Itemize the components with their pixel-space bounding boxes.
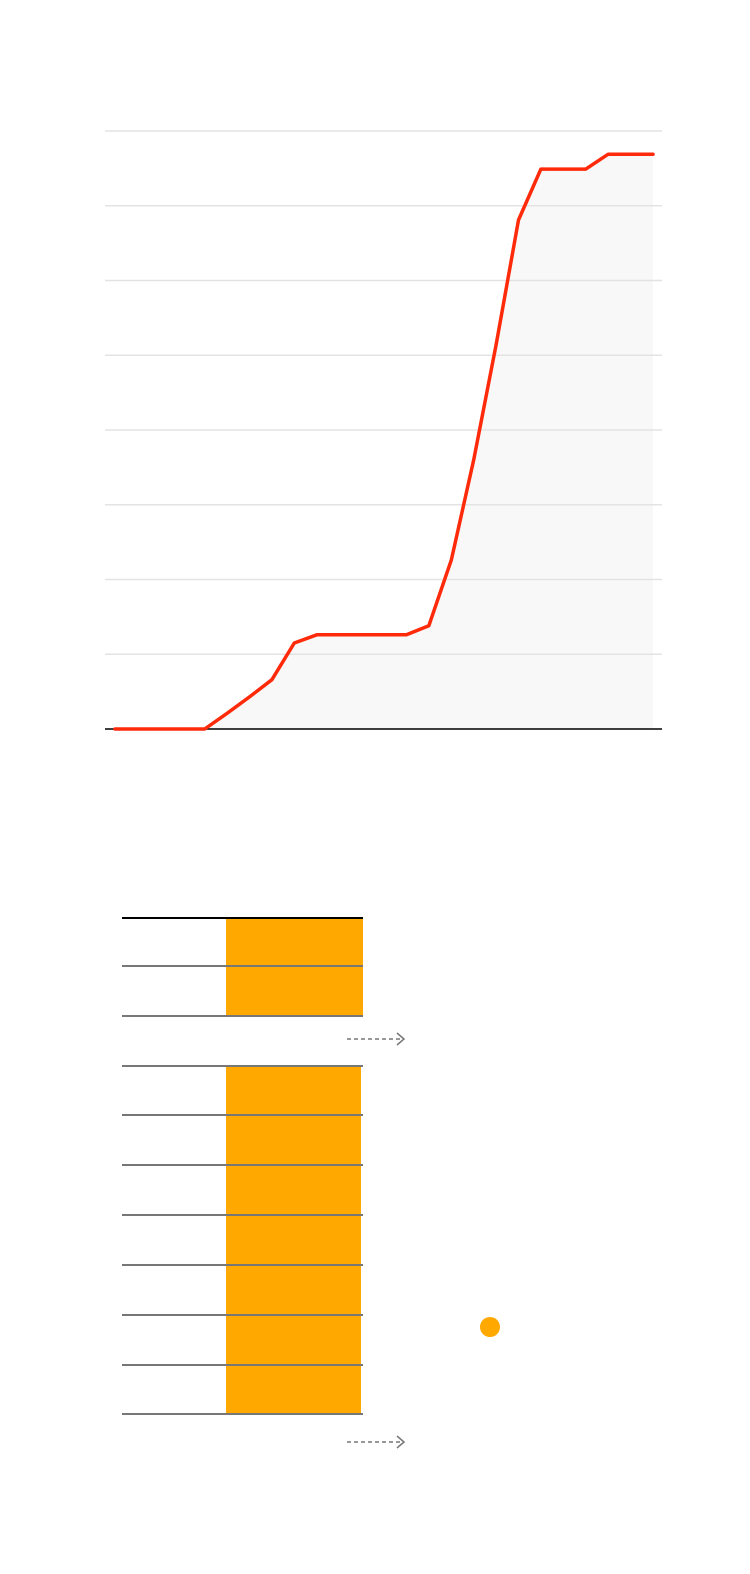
dot <box>480 1317 500 1337</box>
highlight-column <box>226 1066 361 1414</box>
arrow-head <box>396 1032 406 1046</box>
arrow[interactable] <box>347 1032 406 1046</box>
line <box>113 152 655 731</box>
row-rules <box>122 965 363 1415</box>
arrow-head <box>396 1435 406 1449</box>
line-chart <box>105 130 662 731</box>
arrow[interactable] <box>347 1435 406 1449</box>
area <box>115 154 653 729</box>
table-block <box>122 917 500 1449</box>
